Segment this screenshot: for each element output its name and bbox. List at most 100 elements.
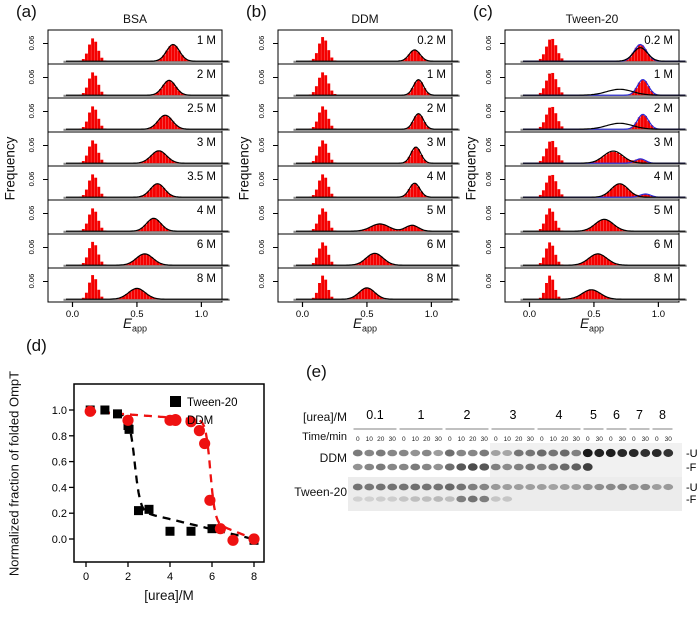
histogram-bar	[407, 156, 411, 164]
urea-group-label: 1	[418, 408, 425, 422]
histogram-bar	[634, 159, 638, 164]
histogram-bar	[97, 220, 101, 232]
y-tick-label: 0.06	[484, 206, 493, 221]
lane-time-label: 0	[609, 436, 613, 443]
histogram-bar	[597, 253, 601, 266]
data-point-circle	[122, 414, 134, 426]
x-tick-label: 0.0	[523, 309, 536, 320]
lane-time-label: 20	[469, 436, 477, 443]
histogram-bar	[637, 44, 641, 62]
panel-a-title: BSA	[122, 12, 147, 26]
histogram-bar	[159, 117, 163, 130]
urea-conc-label: 2 M	[197, 69, 216, 81]
black-fit-curve	[296, 112, 459, 130]
panel-a-xlabel: Eapp	[95, 316, 175, 334]
histogram-bar	[88, 282, 91, 300]
gel-band	[502, 483, 513, 491]
histogram-bar	[153, 297, 156, 300]
histogram-bar	[426, 92, 430, 96]
gel-band	[444, 463, 455, 471]
histogram-bar	[81, 262, 85, 266]
histogram-bar	[84, 257, 88, 266]
x-tick-label: 8	[251, 571, 257, 583]
data-point-circle	[227, 534, 239, 546]
histogram-bar	[585, 290, 589, 300]
histogram-bar	[84, 87, 88, 96]
gel-band	[364, 496, 375, 502]
histogram-bar	[91, 208, 95, 232]
histogram-bar	[88, 44, 91, 62]
histogram-bar	[557, 121, 561, 130]
histogram-bar	[177, 90, 181, 96]
y-tick-label: 0.06	[27, 274, 36, 289]
histogram-bar	[554, 254, 558, 266]
histogram-bar	[355, 294, 359, 300]
histogram-bar	[407, 126, 411, 130]
black-fit-curve	[523, 150, 686, 164]
histogram-bar	[606, 191, 610, 198]
histogram-bar	[140, 195, 144, 198]
histogram-bar	[613, 151, 617, 164]
y-tick-label: 0.06	[257, 138, 266, 153]
gel-band	[352, 463, 363, 471]
histogram-bar	[327, 289, 331, 300]
histogram-bar	[548, 107, 552, 130]
black-fit-curve	[66, 114, 229, 130]
histogram-bar	[541, 88, 545, 96]
histogram-bar	[318, 77, 321, 96]
histogram-bar	[174, 86, 178, 96]
y-tick-label: 0.06	[484, 70, 493, 85]
histogram-bar	[413, 147, 417, 164]
histogram-bar	[545, 148, 548, 164]
data-point-square	[186, 526, 196, 536]
lane-time-label: 30	[596, 436, 604, 443]
gel-band	[571, 483, 582, 491]
black-fit-curve	[296, 182, 459, 198]
black-fit-curve	[523, 183, 686, 198]
histogram-bar	[417, 186, 420, 198]
histogram-bar	[603, 155, 607, 164]
histogram-bar	[97, 84, 101, 96]
histogram-bar	[330, 90, 334, 96]
gel-band	[467, 483, 478, 491]
histogram-bar	[162, 55, 166, 62]
histogram-bar	[376, 295, 380, 300]
gel-band	[410, 449, 421, 457]
histogram-bar	[100, 193, 104, 198]
histogram-bar	[149, 155, 153, 164]
histogram-bar	[171, 195, 175, 198]
data-point-square	[100, 405, 110, 415]
histogram-bar	[156, 92, 160, 96]
histogram-bar	[321, 242, 325, 266]
gel-band	[467, 495, 478, 503]
gel-band	[559, 449, 570, 457]
histogram-bar	[413, 116, 417, 130]
histogram-bar	[597, 292, 601, 300]
histogram-bar	[134, 258, 138, 266]
urea-conc-label: 3.5 M	[187, 171, 216, 183]
legend-label-tween20: Tween-20	[187, 397, 238, 409]
histogram-bar	[600, 195, 604, 198]
y-tick-label: 0.06	[27, 70, 36, 85]
histogram-bar	[159, 151, 163, 164]
gel-band	[410, 496, 421, 502]
lane-time-label: 10	[550, 436, 558, 443]
histogram-bar	[171, 82, 175, 96]
histogram-bar	[318, 112, 321, 130]
histogram-bar	[613, 186, 617, 198]
histogram-bar	[128, 291, 132, 300]
histogram-bar	[551, 245, 555, 266]
histogram-bar	[311, 58, 315, 62]
histogram-bar	[606, 297, 610, 300]
histogram-bar	[631, 193, 635, 198]
histogram-bar	[644, 160, 647, 164]
gel-band	[479, 495, 490, 503]
x-tick-label: 0.0	[66, 309, 79, 320]
histogram-bar	[426, 126, 430, 130]
histogram-bar	[81, 161, 85, 164]
urea-conc-label: 4 M	[197, 205, 216, 217]
histogram-bar	[591, 289, 595, 300]
gel-band	[594, 448, 605, 458]
histogram-bar	[637, 117, 641, 130]
histogram-bar	[324, 279, 328, 300]
